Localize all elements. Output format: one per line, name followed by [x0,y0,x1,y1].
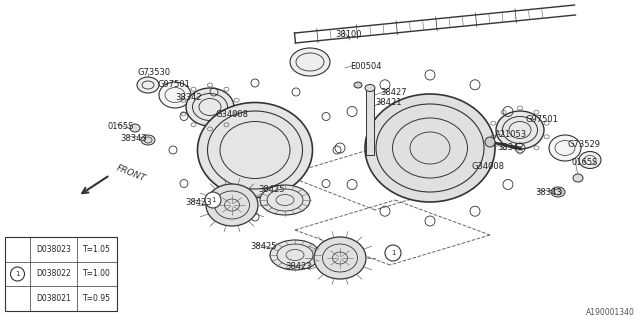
Ellipse shape [206,184,258,226]
Text: G97501: G97501 [525,115,558,124]
Text: G73529: G73529 [568,140,601,149]
Text: 1: 1 [15,271,20,277]
Ellipse shape [159,82,191,108]
Text: G97501: G97501 [158,80,191,89]
Text: FRONT: FRONT [115,163,147,183]
Ellipse shape [198,102,312,197]
Ellipse shape [365,94,495,202]
Ellipse shape [260,185,310,215]
Ellipse shape [573,174,583,182]
Text: 38343: 38343 [535,188,562,197]
Bar [5,237,117,311]
Text: 38421: 38421 [375,98,401,107]
Text: E00504: E00504 [350,62,381,71]
Text: 38342: 38342 [497,143,524,152]
Ellipse shape [314,237,366,279]
Text: 38427: 38427 [380,88,406,97]
Ellipse shape [354,82,362,88]
Circle shape [485,137,495,147]
Text: T=1.00: T=1.00 [83,269,111,278]
Ellipse shape [579,151,601,169]
Ellipse shape [549,135,581,161]
Text: 38100: 38100 [335,30,362,39]
Text: 0165S: 0165S [572,158,598,167]
Text: 38423: 38423 [185,198,212,207]
Text: 38342: 38342 [175,93,202,102]
Ellipse shape [130,124,140,132]
Text: 38343: 38343 [120,134,147,143]
Text: 0165S: 0165S [108,122,134,131]
Text: 38425: 38425 [250,242,276,251]
Ellipse shape [290,48,330,76]
Ellipse shape [141,135,155,145]
Text: D038022: D038022 [36,269,71,278]
Ellipse shape [186,88,234,126]
Ellipse shape [496,111,544,149]
Text: D038023: D038023 [36,245,71,254]
Text: G34008: G34008 [472,162,505,171]
Text: G73530: G73530 [138,68,171,77]
Text: 38425: 38425 [258,185,285,194]
Text: A21053: A21053 [495,130,527,139]
Ellipse shape [270,240,320,270]
Circle shape [205,192,221,208]
Ellipse shape [137,77,159,93]
Text: T=1.05: T=1.05 [83,245,111,254]
Text: T=0.95: T=0.95 [83,294,111,303]
Text: 1: 1 [391,250,396,256]
Text: 38423: 38423 [285,262,312,271]
Bar [366,88,374,155]
Text: D038021: D038021 [36,294,71,303]
Circle shape [385,245,401,261]
Circle shape [10,267,24,281]
Ellipse shape [551,187,565,197]
Ellipse shape [365,84,375,92]
Text: A190001340: A190001340 [586,308,635,317]
Text: 1: 1 [211,197,215,203]
Text: G34008: G34008 [215,110,248,119]
